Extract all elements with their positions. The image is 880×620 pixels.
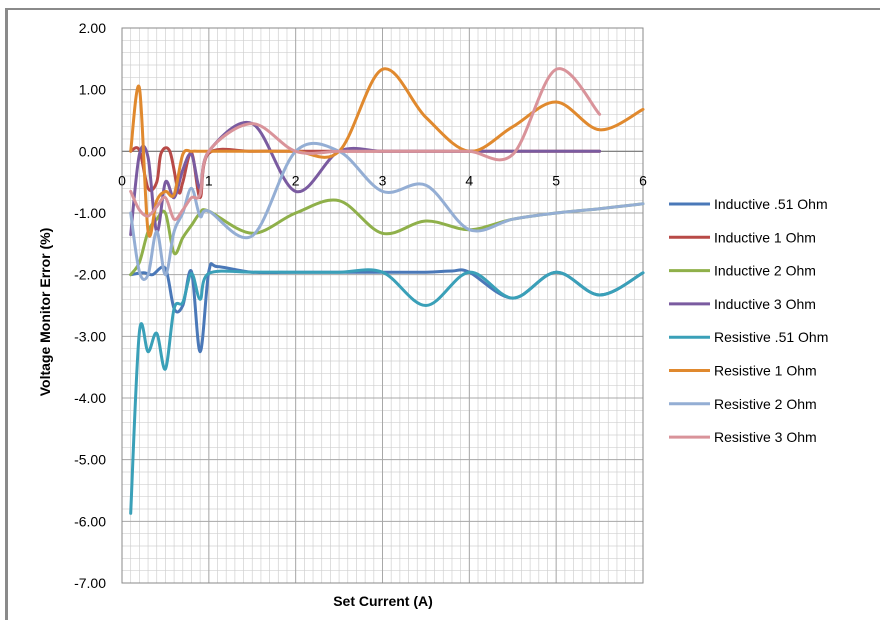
series	[129, 67, 645, 515]
legend-label: Inductive 3 Ohm	[714, 296, 816, 312]
y-tick-label: 0.00	[79, 143, 106, 159]
x-tick-label: 5	[552, 172, 560, 188]
x-tick-label: 1	[205, 172, 213, 188]
y-tick-label: 2.00	[79, 20, 106, 36]
x-tick-label: 4	[465, 172, 473, 188]
series-line	[129, 262, 645, 354]
series-line	[129, 268, 645, 515]
grid	[121, 27, 644, 584]
window-frame-left	[5, 10, 8, 620]
y-tick-label: -2.00	[74, 267, 106, 283]
y-tick-label: -4.00	[74, 390, 106, 406]
legend-label: Inductive 1 Ohm	[714, 229, 816, 245]
legend-label: Resistive 1 Ohm	[714, 363, 817, 379]
legend-label: Resistive 2 Ohm	[714, 396, 817, 412]
y-tick-label: -7.00	[74, 575, 106, 591]
y-tick-label: -5.00	[74, 452, 106, 468]
x-tick-label: 0	[118, 172, 126, 188]
y-tick-label: 1.00	[79, 82, 106, 98]
plot-area-border	[121, 27, 644, 584]
x-tick-label: 2	[292, 172, 300, 188]
y-axis-title: Voltage Monitor Error (%)	[37, 228, 53, 397]
window-frame-top	[5, 8, 880, 10]
legend-label: Inductive 2 Ohm	[714, 263, 816, 279]
legend-label: Inductive .51 Ohm	[714, 196, 828, 212]
y-tick-label: -1.00	[74, 205, 106, 221]
series-line	[129, 67, 602, 222]
x-tick-label: 3	[379, 172, 387, 188]
series-line	[129, 67, 645, 238]
y-tick-label: -6.00	[74, 513, 106, 529]
legend-label: Resistive .51 Ohm	[714, 329, 828, 345]
legend: Inductive .51 Ohm Inductive 1 Ohm Inductiv…	[669, 196, 828, 445]
x-tick-label: 6	[639, 172, 647, 188]
series-line	[129, 141, 645, 281]
x-axis-title: Set Current (A)	[333, 593, 433, 609]
legend-label: Resistive 3 Ohm	[714, 429, 817, 445]
axes: 2.00 1.00 0.00 -1.00 -2.00 -3.00 -4.00 -5.00 -6.…	[74, 20, 647, 591]
y-tick-label: -3.00	[74, 328, 106, 344]
